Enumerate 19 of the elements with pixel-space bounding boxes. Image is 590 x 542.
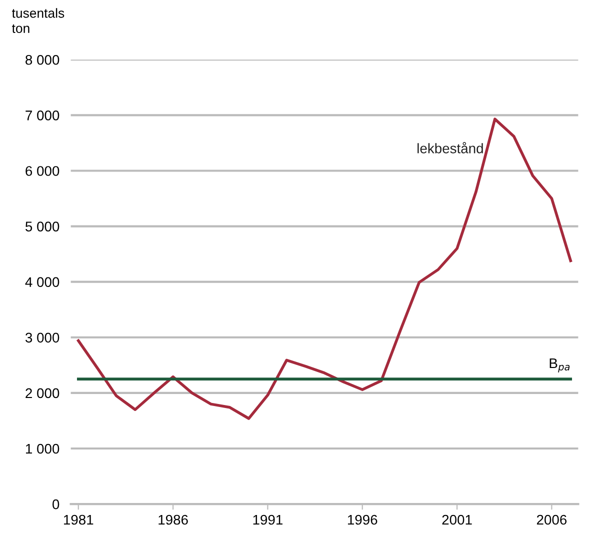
- y-tick-label: 1 000: [26, 444, 60, 454]
- x-tick-label: 1996: [348, 514, 378, 525]
- y-tick-label: 2 000: [26, 388, 60, 398]
- x-tick-label: 2001: [442, 514, 472, 525]
- y-tick-label: 5 000: [25, 222, 60, 232]
- x-tick-label: 1991: [253, 514, 282, 525]
- series-label: lekbestånd: [418, 142, 483, 154]
- ref-line-label: B$_{pa}$: [550, 358, 570, 372]
- line-series: [76, 118, 572, 420]
- x-tick-label: 2006: [536, 514, 567, 525]
- y-tick-label: 3 000: [25, 332, 60, 343]
- y-axis-title: tusentals ton: [12, 8, 64, 33]
- y-tick-label: 0: [52, 499, 60, 510]
- x-tick-label: 1981: [64, 514, 94, 525]
- y-tick-label: 4 000: [25, 277, 60, 288]
- y-tick-label: 7 000: [26, 110, 60, 120]
- y-tick-label: 8 000: [26, 54, 60, 65]
- y-tick-label: 6 000: [26, 166, 60, 176]
- x-tick-label: 1986: [158, 514, 188, 525]
